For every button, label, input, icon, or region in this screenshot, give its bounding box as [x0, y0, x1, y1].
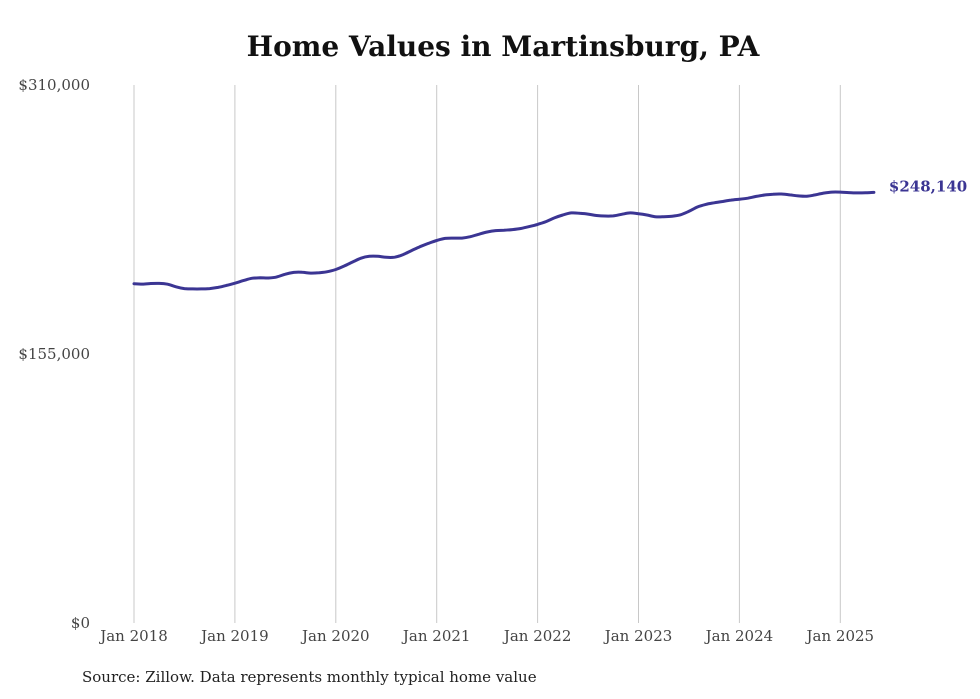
x-tick-label: Jan 2020	[300, 627, 370, 645]
y-tick-label: $155,000	[18, 345, 90, 363]
x-tick-label: Jan 2023	[603, 627, 673, 645]
x-tick-label: Jan 2019	[199, 627, 269, 645]
x-tick-label: Jan 2024	[704, 627, 774, 645]
x-tick-label: Jan 2018	[98, 627, 168, 645]
x-axis-ticks: Jan 2018 Jan 2019 Jan 2020 Jan 2021 Jan 2022…	[98, 627, 874, 645]
series-line	[132, 190, 876, 291]
end-label-layer: $248,140	[889, 177, 967, 195]
source-note: Source: Zillow. Data represents monthly …	[82, 668, 537, 686]
chart-title: Home Values in Martinsburg, PA	[246, 30, 760, 63]
y-tick-label: $310,000	[18, 76, 90, 94]
y-tick-label: $0	[71, 614, 90, 632]
x-tick-label: Jan 2022	[502, 627, 572, 645]
end-value-label: $248,140	[889, 177, 967, 195]
y-axis-ticks: $0 $155,000 $310,000	[18, 76, 90, 632]
x-tick-label: Jan 2021	[401, 627, 471, 645]
gridlines	[133, 85, 841, 623]
x-tick-label: Jan 2025	[805, 627, 875, 645]
series-layer	[132, 190, 876, 291]
